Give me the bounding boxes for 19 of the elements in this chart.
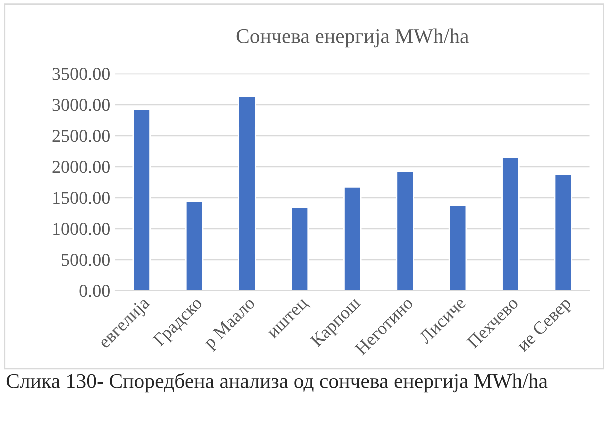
y-tick-label: 1500.00 xyxy=(54,192,110,204)
text: Слика 130- Споредбена анализа од сончева енергија MWh/ha xyxy=(6,373,548,393)
bar xyxy=(185,200,204,291)
y-tick-label: 0.00 xyxy=(80,285,110,298)
bar xyxy=(238,96,256,291)
y-tick-label: 3500.00 xyxy=(52,68,110,80)
bar xyxy=(396,171,414,291)
y-tick-label: 2500.00 xyxy=(52,130,110,142)
y-tick-label: 2000.00 xyxy=(52,161,110,174)
bar xyxy=(554,174,573,291)
y-tick-label: 1000.00 xyxy=(54,223,110,236)
chart-title: Сончева енергија MWh/ha xyxy=(236,28,469,48)
bar xyxy=(344,186,362,291)
y-tick-label: 500.00 xyxy=(62,254,110,266)
bar xyxy=(448,205,468,291)
bar xyxy=(502,156,520,291)
bar xyxy=(132,109,151,291)
bar xyxy=(290,207,310,291)
y-tick-label: 3000.00 xyxy=(52,99,110,112)
